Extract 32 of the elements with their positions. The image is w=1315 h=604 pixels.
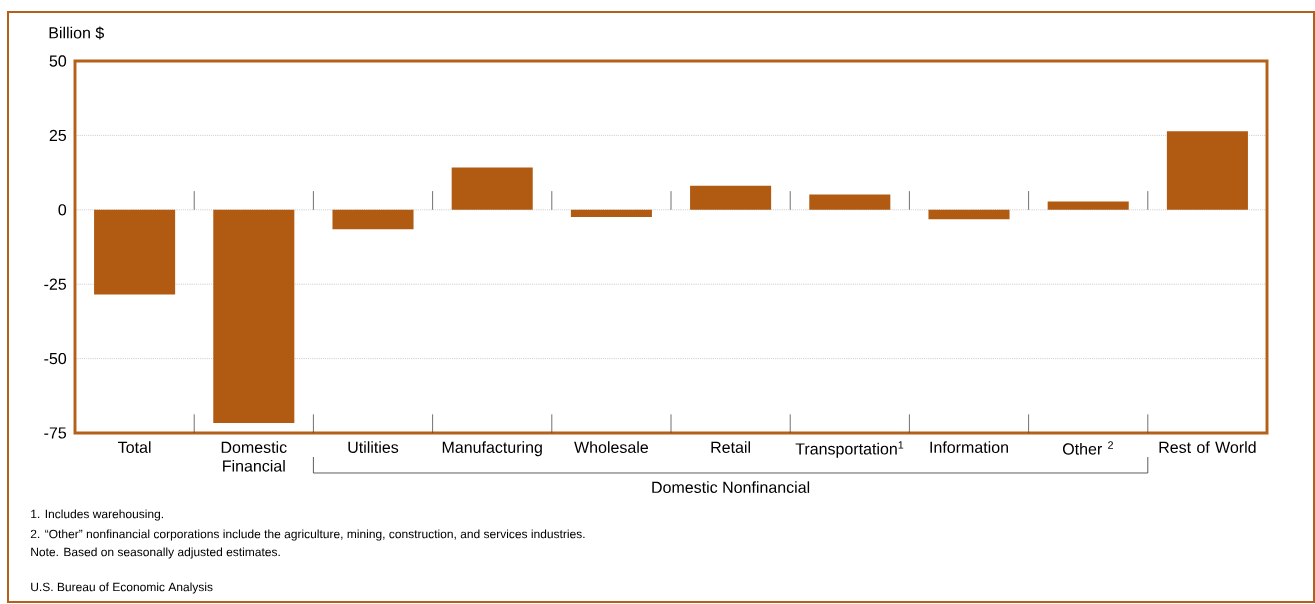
bar [690, 185, 772, 210]
text: U.S. Bureau of Economic Analysis [31, 582, 213, 594]
x-tick-label: Retail [711, 441, 750, 453]
y-tick-label: 25 [49, 129, 67, 142]
x-tick-label: Total [118, 441, 151, 453]
y-axis-title: Billion $ [49, 26, 105, 40]
text: Note. Based on seasonally adjusted estimates. [31, 547, 280, 559]
bar [94, 209, 176, 295]
y-tick-label: -50 [44, 352, 67, 365]
bar [570, 209, 652, 217]
y-tick-label: -75 [44, 427, 67, 439]
bar [928, 209, 1010, 220]
bar [213, 209, 295, 423]
x-tick-label: Transportation$^{1}$ [795, 441, 904, 458]
text: Domestic Nonfinancial [652, 481, 810, 494]
bar [809, 194, 891, 210]
x-tick-label: Wholesale [574, 441, 649, 453]
bar [1166, 131, 1248, 210]
x-tick-label: Utilities [348, 441, 399, 453]
y-tick-label: -25 [44, 278, 67, 290]
y-tick-label: 0 [58, 204, 67, 216]
x-tick-label: Other $^{2}$ [1062, 441, 1113, 455]
bar [1047, 201, 1129, 210]
y-tick-label: 50 [49, 55, 67, 67]
x-tick-label: Information [930, 441, 1008, 453]
bar [451, 167, 533, 210]
x-tick-label: Domestic Financial [221, 441, 287, 472]
bar [332, 209, 414, 230]
text: 2. “Other” nonfinancial corporations include the agriculture, mining, construction, and services industries. [30, 529, 585, 541]
x-tick-label: Manufacturing [442, 441, 542, 457]
text: 1. Includes warehousing. [31, 509, 163, 521]
x-tick-label: Rest of World [1159, 441, 1256, 453]
